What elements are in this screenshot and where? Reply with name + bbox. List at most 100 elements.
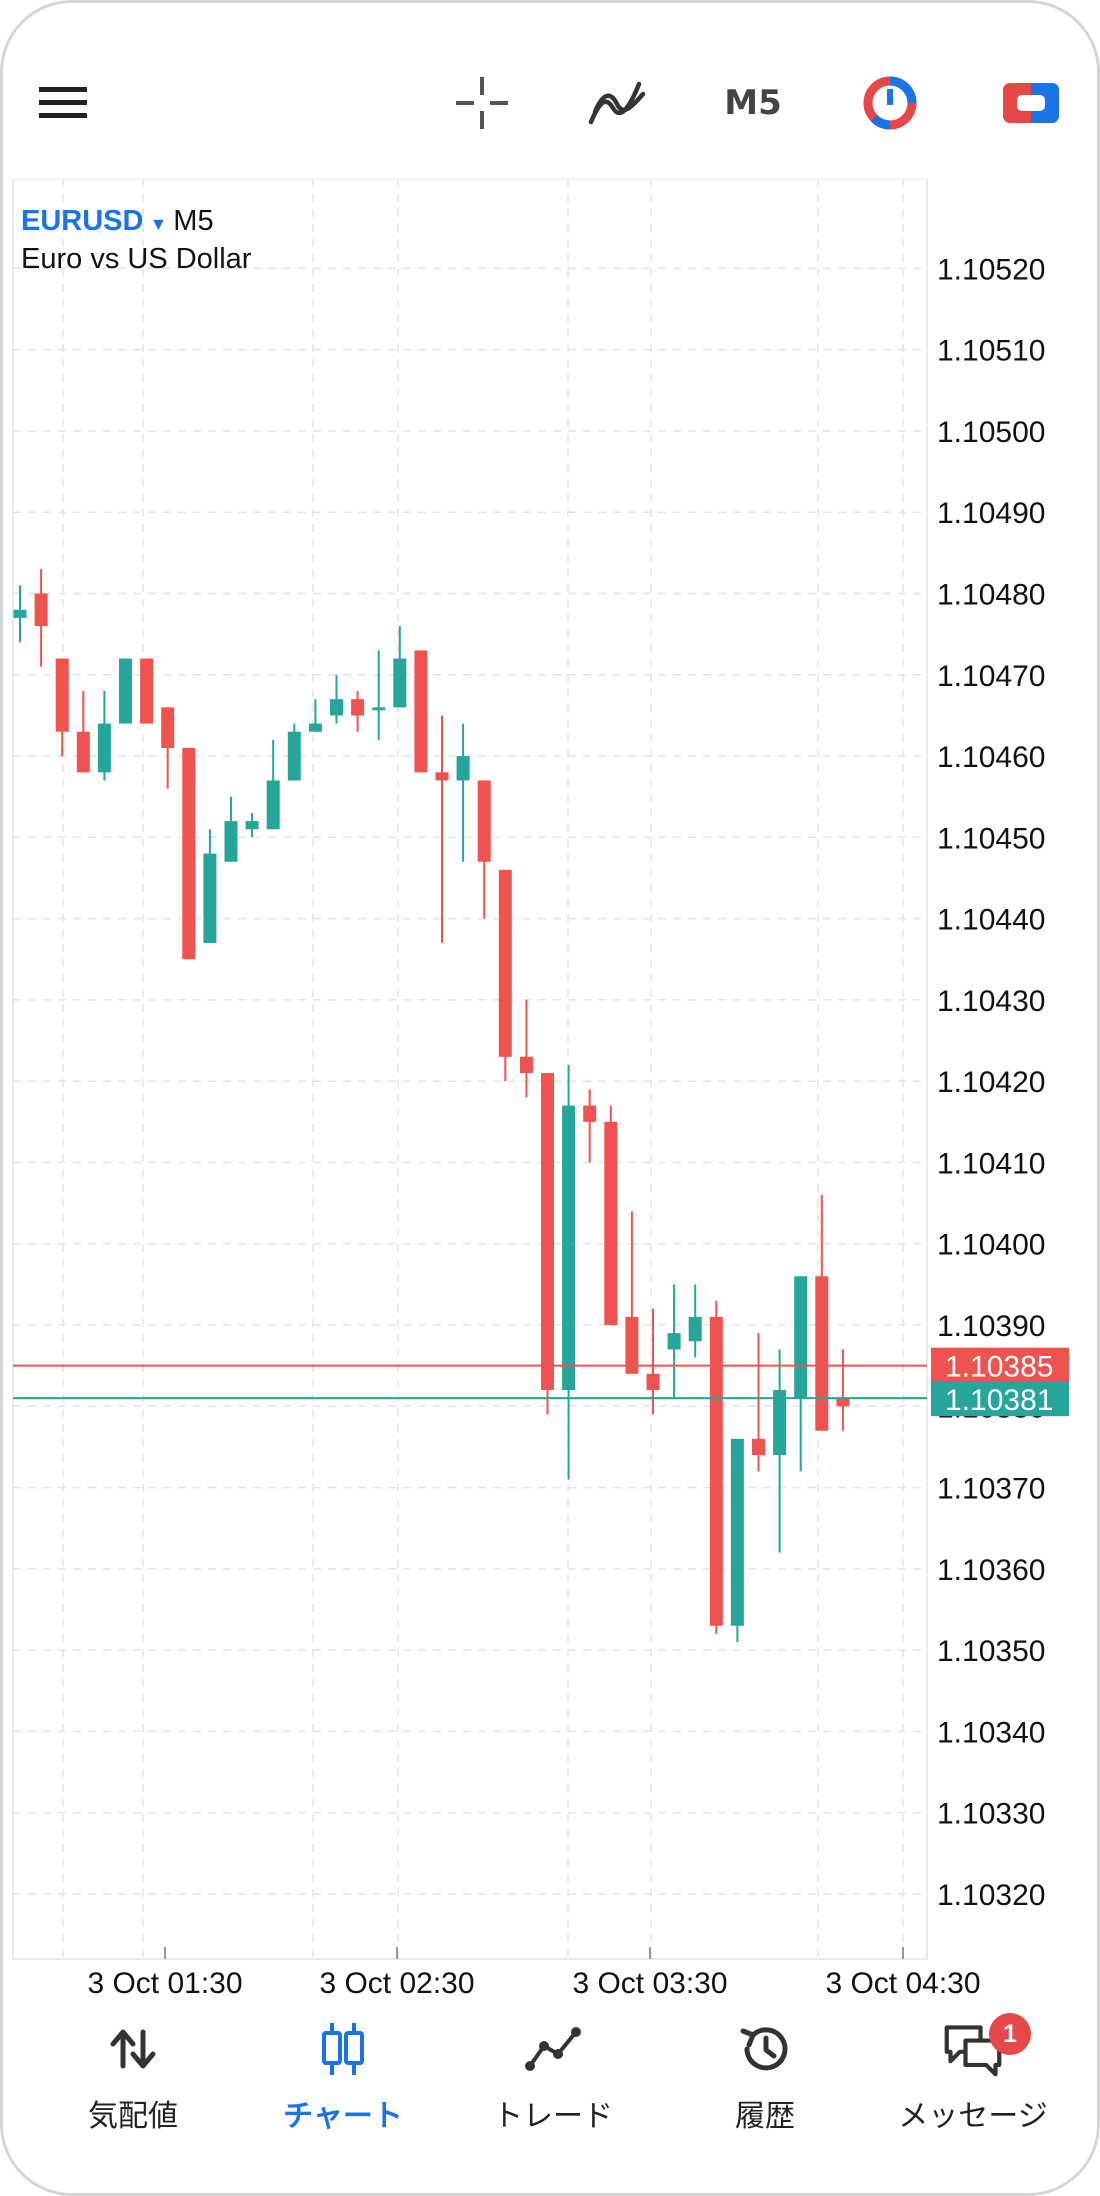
candle-body: [287, 731, 301, 781]
up-down-arrows-icon: [110, 2029, 156, 2069]
indicator-wave-icon: [588, 81, 646, 125]
candle-body: [76, 731, 90, 773]
menu-button[interactable]: [29, 63, 99, 143]
crosshair-icon: [456, 77, 508, 129]
price-tick-label: 1.10460: [937, 741, 1045, 774]
symbol-timeframe: M5: [173, 205, 214, 237]
price-tick-label: 1.10440: [937, 904, 1045, 937]
price-tick-label: 1.10400: [937, 1229, 1045, 1262]
one-click-trade-button[interactable]: [991, 63, 1071, 143]
candle-body: [351, 699, 365, 716]
candle-body: [604, 1121, 618, 1326]
candle-body: [583, 1105, 597, 1122]
symbol-description: Euro vs US Dollar: [21, 243, 252, 275]
candle-body: [519, 1056, 533, 1074]
bottom-navigation: 気配値 チャート: [3, 1999, 1097, 2193]
indicators-button[interactable]: [579, 63, 655, 143]
candle-body: [625, 1316, 639, 1374]
candle-body: [97, 723, 111, 773]
candle-body: [161, 707, 175, 748]
candle-body: [119, 658, 132, 724]
top-toolbar: M5: [3, 3, 1097, 179]
candle-body: [330, 699, 343, 716]
candle-body: [815, 1276, 829, 1431]
candle-body: [224, 821, 238, 862]
candle-body: [477, 780, 491, 862]
crosshair-button[interactable]: [447, 63, 517, 143]
timeframe-button[interactable]: M5: [724, 83, 782, 123]
time-tick-label: 3 Oct 02:30: [319, 1967, 474, 1999]
candle-body: [646, 1373, 660, 1391]
price-tick-label: 1.10470: [937, 660, 1045, 693]
candle-body: [372, 707, 386, 711]
price-tick-label: 1.10500: [937, 416, 1045, 449]
bid-price-label: 1.10381: [945, 1384, 1053, 1417]
price-tick-label: 1.10490: [937, 497, 1045, 530]
chart-symbol-header[interactable]: EURUSD ▼ M5: [21, 203, 214, 242]
price-tick-label: 1.10330: [937, 1798, 1045, 1831]
timer-button[interactable]: [855, 63, 925, 143]
ask-price-tag: [931, 1347, 1069, 1383]
candle-body: [13, 609, 27, 618]
candle-body: [688, 1316, 702, 1342]
price-tick-label: 1.10370: [937, 1473, 1045, 1506]
hamburger-menu-icon: [39, 87, 87, 118]
nav-quotes-label: 気配値: [88, 2099, 178, 2134]
price-tick-label: 1.10360: [937, 1554, 1045, 1587]
candle-body: [140, 658, 154, 724]
candle-body: [667, 1333, 681, 1350]
time-tick-label: 3 Oct 03:30: [572, 1967, 727, 1999]
clock-pie-icon: [863, 76, 917, 130]
candle-body: [435, 772, 449, 781]
time-tick-label: 3 Oct 04:30: [825, 1967, 980, 1999]
candle-body: [456, 756, 470, 781]
candle-body: [245, 821, 259, 830]
candlestick-icon: [322, 2023, 364, 2075]
price-tick-label: 1.10480: [937, 579, 1045, 612]
price-tick-label: 1.10430: [937, 985, 1045, 1018]
price-chart[interactable]: 1.10520 1.10510 1.10500 1.10490 1.10480 1.104…: [3, 179, 1097, 1999]
price-tick-label: 1.10420: [937, 1066, 1045, 1099]
candle-body: [773, 1390, 787, 1456]
time-tick-label: 3 Oct 01:30: [87, 1967, 242, 1999]
candle-body: [34, 593, 48, 627]
candle-body: [266, 780, 280, 830]
nav-history-label: 履歴: [735, 2099, 795, 2134]
nav-chart[interactable]: チャート: [243, 2019, 443, 2149]
one-click-trade-icon: [1003, 83, 1059, 123]
price-tick-label: 1.10450: [937, 822, 1045, 855]
price-tick-label: 1.10520: [937, 253, 1045, 286]
symbol-name[interactable]: EURUSD: [21, 205, 144, 237]
chart-plot-border: [12, 179, 928, 1960]
nav-trade-label: トレード: [493, 2099, 613, 2134]
nav-quotes[interactable]: 気配値: [33, 2019, 233, 2149]
ask-price-label: 1.10385: [945, 1351, 1053, 1384]
candle-body: [836, 1398, 850, 1407]
price-tick-label: 1.10320: [937, 1879, 1045, 1912]
price-tick-label: 1.10340: [937, 1716, 1045, 1749]
candle-body: [562, 1105, 576, 1391]
trend-line-icon: [525, 2027, 581, 2071]
price-tick-label: 1.10510: [937, 335, 1045, 368]
candle-body: [752, 1438, 765, 1456]
candle-body: [498, 869, 512, 1057]
nav-history[interactable]: 履歴: [665, 2019, 865, 2149]
candle-body: [55, 658, 69, 732]
candle-body: [730, 1438, 744, 1626]
history-clock-icon: [740, 2027, 788, 2071]
nav-messages-label: メッセージ: [898, 2099, 1048, 2134]
candle-body: [203, 853, 217, 944]
bid-price-tag: [931, 1381, 1069, 1417]
nav-trade[interactable]: トレード: [453, 2019, 653, 2149]
candle-body: [393, 658, 407, 708]
price-tick-label: 1.10410: [937, 1147, 1045, 1180]
candle-body: [709, 1316, 723, 1626]
symbol-dropdown-icon[interactable]: ▼: [149, 214, 168, 234]
nav-messages[interactable]: 1 メッセージ: [873, 2013, 1073, 2149]
chart-area[interactable]: 1.10520 1.10510 1.10500 1.10490 1.10480 1.104…: [3, 179, 1097, 1999]
candle-body: [182, 747, 196, 960]
candle-body: [541, 1073, 554, 1391]
price-tick-label: 1.10390: [937, 1310, 1045, 1343]
candle-body: [308, 723, 322, 732]
nav-chart-label: チャート: [283, 2099, 403, 2134]
